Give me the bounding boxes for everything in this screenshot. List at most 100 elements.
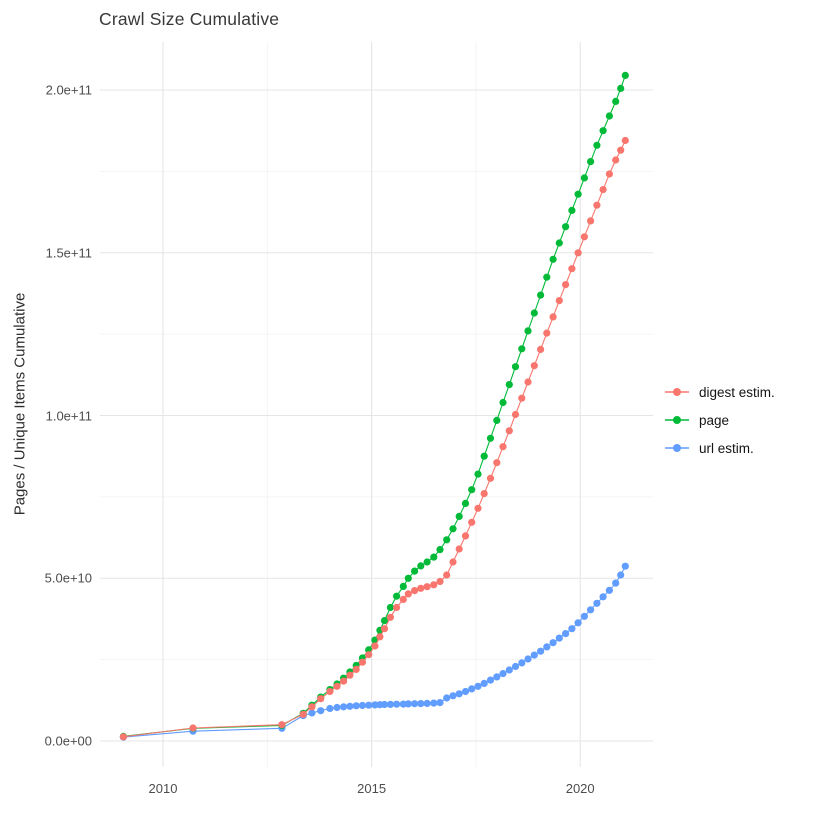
data-point-page (380, 617, 389, 625)
data-point-digest (352, 665, 360, 674)
data-point-url (480, 679, 488, 688)
series-line-url (123, 565, 626, 738)
data-point-digest (530, 362, 538, 370)
data-point-digest (455, 545, 463, 553)
data-point-digest (380, 625, 389, 633)
data-point-page (474, 470, 482, 478)
data-point-url (599, 593, 607, 601)
legend-item-page: page (664, 406, 775, 434)
data-point-page (617, 84, 625, 92)
data-point-page (455, 512, 463, 521)
data-point-digest (580, 233, 589, 241)
data-point-url (537, 647, 545, 655)
data-point-digest (612, 156, 620, 164)
y-tick-label: 5.0e+10 (44, 570, 92, 586)
data-point-digest (393, 603, 401, 612)
data-point-digest (621, 136, 629, 145)
data-point-url (621, 562, 629, 570)
data-point-page (621, 71, 629, 79)
data-point-url (317, 707, 325, 715)
legend: digest estim. page url estim. (664, 378, 775, 462)
data-point-url (587, 606, 595, 614)
data-point-digest (555, 297, 563, 305)
data-point-page (436, 546, 444, 554)
data-point-page (549, 255, 557, 263)
data-point-url (430, 699, 438, 707)
data-point-digest (119, 733, 127, 741)
legend-item-url: url estim. (664, 434, 775, 462)
data-point-url (358, 701, 366, 710)
data-point-digest (593, 201, 601, 209)
data-point-url (580, 612, 589, 620)
data-point-url (308, 709, 316, 717)
data-point-digest (340, 677, 348, 685)
data-point-page (480, 452, 488, 460)
data-point-page (393, 592, 401, 600)
data-point-digest (499, 443, 507, 451)
data-point-url (549, 639, 557, 647)
data-point-digest (461, 532, 470, 540)
data-point-digest (317, 695, 325, 703)
data-point-page (430, 553, 438, 561)
data-point-page (386, 603, 394, 612)
data-point-page (443, 536, 451, 544)
data-point-digest (505, 427, 513, 435)
data-point-digest (443, 571, 451, 579)
data-point-page (505, 381, 513, 389)
data-point-url (518, 659, 526, 667)
data-point-url (411, 700, 419, 708)
data-point-url (499, 670, 507, 678)
data-point-digest (358, 658, 366, 666)
data-point-digest (386, 613, 394, 621)
data-point-page (518, 345, 526, 353)
legend-key-point (673, 388, 681, 396)
data-point-digest (299, 710, 307, 718)
data-point-digest (568, 265, 576, 273)
data-point-page (411, 567, 419, 575)
legend-key-point (673, 416, 681, 424)
data-point-url (474, 682, 482, 690)
data-point-digest (599, 186, 607, 194)
data-point-url (365, 701, 373, 709)
data-point-digest (486, 474, 495, 482)
data-point-page (449, 525, 457, 533)
x-tick-label: 2015 (357, 781, 387, 796)
data-point-digest (346, 671, 354, 679)
data-point-page (568, 206, 576, 214)
y-tick-label: 1.5e+11 (45, 245, 92, 261)
legend-label: url estim. (699, 440, 754, 456)
data-point-url (380, 700, 389, 709)
data-point-digest (549, 313, 557, 321)
data-point-page (605, 112, 614, 120)
x-tick-label: 2020 (565, 781, 595, 796)
data-point-url (346, 702, 354, 710)
y-tick-label: 1.0e+11 (45, 408, 92, 423)
data-point-digest (399, 595, 407, 604)
data-point-page (593, 141, 601, 149)
data-point-digest (524, 378, 532, 386)
data-point-page (417, 562, 425, 570)
data-point-url (530, 651, 538, 659)
data-point-digest (411, 587, 419, 595)
data-point-page (423, 558, 431, 566)
data-point-page (486, 434, 495, 442)
data-point-digest (333, 682, 341, 690)
data-point-url (417, 700, 425, 708)
data-point-url (562, 630, 570, 638)
x-tick-label: 2010 (148, 781, 178, 796)
data-point-url (524, 655, 532, 663)
legend-key-icon (665, 444, 689, 452)
data-point-url (612, 579, 620, 587)
data-point-url (493, 673, 501, 681)
data-point-digest (423, 583, 431, 591)
data-point-digest (278, 721, 286, 729)
data-point-url (436, 699, 444, 707)
data-point-url (449, 692, 457, 700)
data-point-digest (587, 217, 595, 225)
y-axis-title: Pages / Unique Items Cumulative (11, 292, 29, 516)
data-point-url (543, 643, 551, 651)
data-point-digest (511, 410, 520, 419)
data-point-url (461, 687, 470, 696)
data-point-digest (371, 642, 379, 650)
